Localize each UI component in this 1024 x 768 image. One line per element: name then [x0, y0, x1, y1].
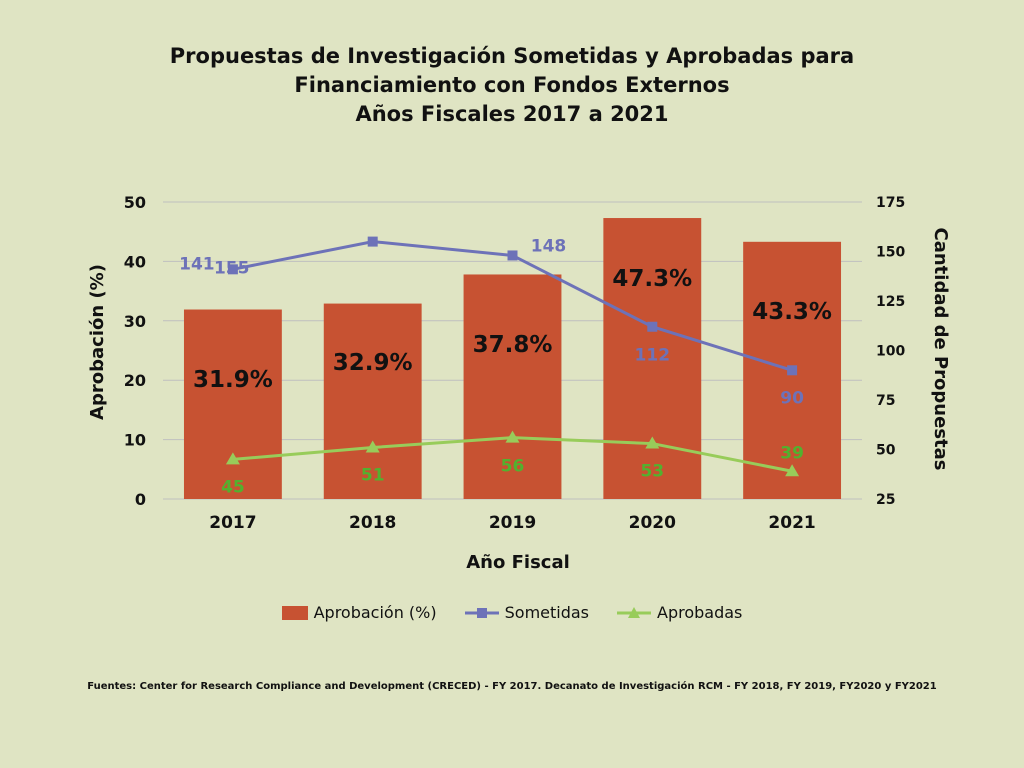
line-data-label: 53 — [640, 462, 664, 482]
line-data-label: 155 — [214, 259, 250, 279]
x-tick-label: 2018 — [349, 513, 396, 533]
legend-item-aprobadas: Aprobadas — [617, 603, 742, 622]
legend-label: Sometidas — [504, 603, 590, 622]
x-tick-label: 2021 — [768, 513, 815, 533]
x-axis-title: Año Fiscal — [466, 552, 570, 573]
line-data-label: 51 — [361, 466, 385, 486]
legend-label: Aprobadas — [657, 603, 743, 622]
y-tick-label: 40 — [124, 252, 146, 271]
y-tick-label: 50 — [124, 193, 146, 212]
line-data-label: 112 — [635, 346, 671, 366]
y2-tick-label: 100 — [876, 344, 905, 360]
data-point-triangle — [645, 436, 660, 449]
legend-item-aprobacion: Aprobación (%) — [281, 603, 437, 622]
y-tick-label: 20 — [124, 371, 146, 390]
chart-title-line: Financiamiento con Fondos Externos — [294, 73, 730, 97]
y2-tick-label: 25 — [876, 492, 895, 508]
data-point-triangle — [505, 430, 520, 443]
bar-data-label: 47.3% — [612, 266, 692, 292]
legend-swatch-square-line — [464, 607, 499, 618]
y2-tick-label: 75 — [876, 393, 895, 409]
y-tick-label: 30 — [124, 312, 146, 331]
y-tick-label: 10 — [124, 431, 146, 450]
bar — [323, 303, 422, 499]
data-point-triangle — [225, 452, 240, 465]
chart-title: Propuestas de Investigación Sometidas y … — [0, 42, 1024, 129]
data-point-square — [787, 365, 798, 376]
line-data-label: 56 — [501, 457, 525, 477]
bar — [603, 218, 702, 499]
line-data-label: 148 — [531, 236, 567, 256]
data-point-triangle — [365, 440, 380, 453]
chart-title-line: Propuestas de Investigación Sometidas y … — [169, 44, 855, 68]
bar-data-label: 37.8% — [473, 332, 553, 358]
line-data-label: 45 — [221, 477, 245, 497]
line-data-label: 39 — [780, 443, 804, 463]
y2-tick-label: 50 — [876, 443, 896, 459]
legend-label: Aprobación (%) — [313, 603, 437, 622]
data-point-square — [367, 236, 378, 247]
line-data-label: 90 — [780, 388, 804, 408]
y2-tick-label: 175 — [876, 195, 905, 211]
y-axis-title: Aprobación (%) — [87, 264, 108, 420]
combo-chart: 0 10 20 30 40 50 25 50 75 100 125 150 175 2017 2018 201… — [87, 193, 951, 573]
data-point-square — [507, 250, 518, 261]
bar — [463, 274, 562, 499]
bar-data-label: 32.9% — [333, 350, 413, 376]
legend: Aprobación (%) Sometidas Aprobadas — [0, 603, 1024, 622]
y2-axis-title: Cantidad de Propuestas — [930, 227, 951, 470]
y2-tick-label: 125 — [876, 294, 905, 310]
x-tick-label: 2019 — [489, 513, 536, 533]
line-data-label: 141 — [179, 254, 215, 274]
x-tick-label: 2020 — [629, 513, 676, 533]
bar — [183, 309, 282, 499]
legend-item-sometidas: Sometidas — [464, 603, 590, 622]
chart-title-line: Años Fiscales 2017 a 2021 — [355, 102, 669, 126]
bar-data-label: 31.9% — [193, 367, 273, 393]
source-note: Fuentes: Center for Research Compliance … — [87, 681, 937, 692]
bar-data-label: 43.3% — [752, 299, 832, 325]
data-point-square — [227, 264, 238, 275]
legend-swatch-bar — [281, 605, 308, 620]
y2-tick-label: 150 — [876, 245, 905, 261]
data-point-square — [647, 321, 658, 332]
y-tick-label: 0 — [135, 490, 146, 509]
x-tick-label: 2017 — [209, 513, 256, 533]
data-point-triangle — [785, 464, 800, 477]
legend-swatch-triangle-line — [617, 606, 652, 618]
